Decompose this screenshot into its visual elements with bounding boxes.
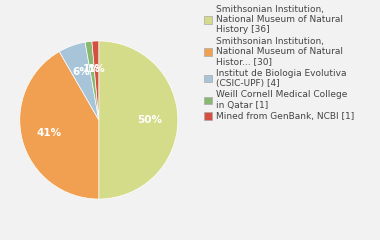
Wedge shape <box>20 52 99 199</box>
Wedge shape <box>99 41 178 199</box>
Text: 6%: 6% <box>72 67 90 77</box>
Text: 50%: 50% <box>138 115 163 125</box>
Text: 1%: 1% <box>83 64 101 74</box>
Text: 41%: 41% <box>36 128 62 138</box>
Legend: Smithsonian Institution,
National Museum of Natural
History [36], Smithsonian In: Smithsonian Institution, National Museum… <box>204 5 354 121</box>
Text: 1%: 1% <box>88 64 105 74</box>
Wedge shape <box>85 41 99 120</box>
Wedge shape <box>92 41 99 120</box>
Wedge shape <box>59 42 99 120</box>
